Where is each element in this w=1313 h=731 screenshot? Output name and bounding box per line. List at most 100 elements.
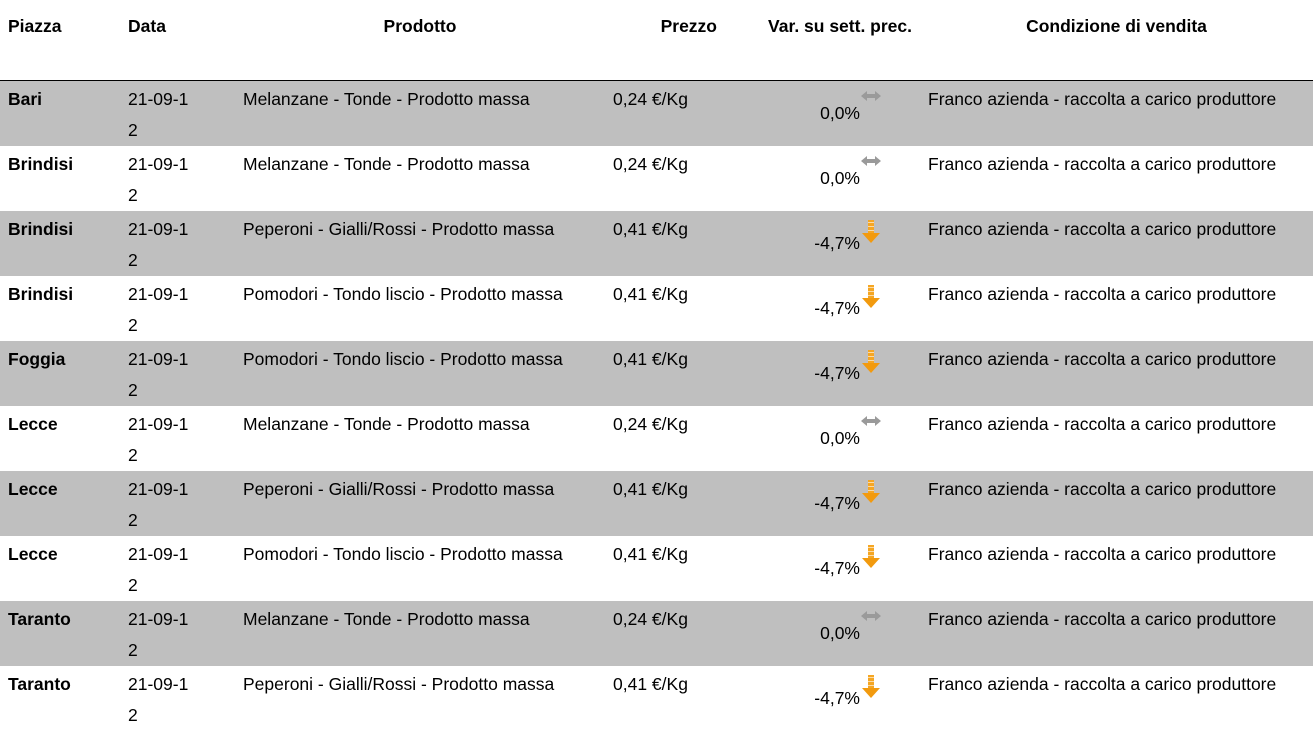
cell: -4,7% — [725, 470, 920, 536]
cell: 21-09-12 — [128, 543, 189, 595]
column-header: Prodotto — [235, 0, 605, 81]
cell: Melanzane - Tonde - Prodotto massa — [243, 153, 530, 174]
table-row: Lecce 21-09-12 Pomodori - Tondo liscio - P… — [0, 536, 1313, 601]
cell: Melanzane - Tonde - Prodotto massa — [235, 600, 605, 666]
cell: 0,41 €/Kg — [605, 470, 725, 536]
column-header: Condizione di vendita — [920, 0, 1313, 81]
cell: 21-09-12 — [128, 153, 189, 205]
cell: Bari — [0, 80, 120, 146]
cell: 0,41 €/Kg — [605, 210, 725, 276]
variation-text: 0,0% — [820, 167, 860, 188]
down-arrow-icon — [862, 284, 880, 308]
table-row: Foggia 21-09-12 Pomodori - Tondo liscio - … — [0, 340, 1313, 406]
cell: Lecce — [8, 543, 58, 564]
down-arrow-icon — [862, 479, 880, 503]
cell: 0,0% — [725, 146, 920, 211]
cell: Franco azienda - raccolta a carico produ… — [928, 543, 1277, 564]
column-header: Var. su sett. prec. — [725, 0, 920, 81]
cell: Brindisi — [0, 210, 120, 276]
cell: 21-09-12 — [120, 340, 235, 406]
variation-text: -4,7% — [814, 687, 860, 708]
table-body: Bari 21-09-12 Melanzane - Tonde - Prodotto… — [0, 80, 1313, 731]
cell: 21-09-12 — [120, 80, 235, 146]
cell: Pomodori - Tondo liscio - Prodotto massa — [243, 283, 563, 304]
cell: Brindisi — [8, 153, 74, 174]
cell: Melanzane - Tonde - Prodotto massa — [235, 80, 605, 146]
cell: 0,41 €/Kg — [613, 673, 688, 694]
cell: Brindisi — [8, 283, 74, 304]
variation-text: 0,0% — [820, 427, 860, 448]
variation-text: 0,0% — [820, 622, 860, 643]
cell: 0,24 €/Kg — [605, 80, 725, 146]
cell: Taranto — [0, 600, 120, 666]
variation-text: -4,7% — [814, 232, 860, 253]
table-row: Taranto 21-09-12 Peperoni - Gialli/Rossi -… — [0, 666, 1313, 731]
cell: 0,24 €/Kg — [605, 600, 725, 666]
cell: Franco azienda - raccolta a carico produ… — [920, 340, 1313, 406]
flat-arrow-icon — [861, 610, 881, 621]
cell: 0,41 €/Kg — [605, 340, 725, 406]
cell: Franco azienda - raccolta a carico produ… — [928, 673, 1277, 694]
table-row: Taranto 21-09-12 Melanzane - Tonde - Prodo… — [0, 600, 1313, 666]
column-header: Data — [120, 0, 235, 81]
flat-arrow-icon — [861, 90, 881, 101]
cell: 21-09-12 — [128, 413, 189, 465]
cell: 0,0% — [725, 80, 920, 146]
variation-text: -4,7% — [814, 492, 860, 513]
down-arrow-icon — [862, 349, 880, 373]
down-arrow-icon — [862, 219, 880, 243]
cell: Franco azienda - raccolta a carico produ… — [920, 470, 1313, 536]
cell: Lecce — [0, 470, 120, 536]
variation-text: -4,7% — [814, 297, 860, 318]
cell: Peperoni - Gialli/Rossi - Prodotto massa — [235, 470, 605, 536]
cell: Franco azienda - raccolta a carico produ… — [920, 600, 1313, 666]
cell: Franco azienda - raccolta a carico produ… — [928, 283, 1277, 304]
cell: -4,7% — [725, 340, 920, 406]
variation-text: 0,0% — [820, 102, 860, 123]
cell: Franco azienda - raccolta a carico produ… — [928, 413, 1277, 434]
table-row: Brindisi 21-09-12 Melanzane - Tonde - Prod… — [0, 146, 1313, 211]
table-row: Bari 21-09-12 Melanzane - Tonde - Prodotto… — [0, 80, 1313, 146]
cell: Peperoni - Gialli/Rossi - Prodotto massa — [243, 673, 555, 694]
flat-arrow-icon — [861, 415, 881, 426]
cell: 21-09-12 — [120, 600, 235, 666]
cell: 0,24 €/Kg — [613, 153, 688, 174]
cell: 21-09-12 — [120, 470, 235, 536]
cell: -4,7% — [725, 210, 920, 276]
header-row: Piazza Data Prodotto Prezzo Var. su sett. pr… — [0, 0, 1313, 81]
cell: Lecce — [8, 413, 58, 434]
cell: -4,7% — [725, 536, 920, 601]
cell: 0,0% — [725, 600, 920, 666]
down-arrow-icon — [862, 674, 880, 698]
cell: 0,41 €/Kg — [613, 543, 688, 564]
cell: 21-09-12 — [120, 210, 235, 276]
column-header: Prezzo — [605, 0, 725, 81]
cell: -4,7% — [725, 666, 920, 731]
table-row: Lecce 21-09-12 Melanzane - Tonde - Prodott… — [0, 406, 1313, 471]
cell: Melanzane - Tonde - Prodotto massa — [243, 413, 530, 434]
cell: Foggia — [0, 340, 120, 406]
cell: Franco azienda - raccolta a carico produ… — [920, 210, 1313, 276]
table-row: Brindisi 21-09-12 Pomodori - Tondo liscio … — [0, 276, 1313, 341]
cell: Franco azienda - raccolta a carico produ… — [920, 80, 1313, 146]
cell: 0,24 €/Kg — [613, 413, 688, 434]
cell: 0,41 €/Kg — [613, 283, 688, 304]
cell: Pomodori - Tondo liscio - Prodotto massa — [235, 340, 605, 406]
variation-text: -4,7% — [814, 362, 860, 383]
cell: 21-09-12 — [128, 673, 189, 725]
flat-arrow-icon — [861, 155, 881, 166]
column-header: Piazza — [0, 0, 120, 81]
cell: -4,7% — [725, 276, 920, 341]
cell: Pomodori - Tondo liscio - Prodotto massa — [243, 543, 563, 564]
down-arrow-icon — [862, 544, 880, 568]
cell: Peperoni - Gialli/Rossi - Prodotto massa — [235, 210, 605, 276]
cell: Taranto — [8, 673, 71, 694]
table-row: Brindisi 21-09-12 Peperoni - Gialli/Rossi … — [0, 210, 1313, 276]
variation-text: -4,7% — [814, 557, 860, 578]
table-row: Lecce 21-09-12 Peperoni - Gialli/Rossi - P… — [0, 470, 1313, 536]
cell: 21-09-12 — [128, 283, 189, 335]
cell: Franco azienda - raccolta a carico produ… — [928, 153, 1277, 174]
cell: 0,0% — [725, 406, 920, 471]
